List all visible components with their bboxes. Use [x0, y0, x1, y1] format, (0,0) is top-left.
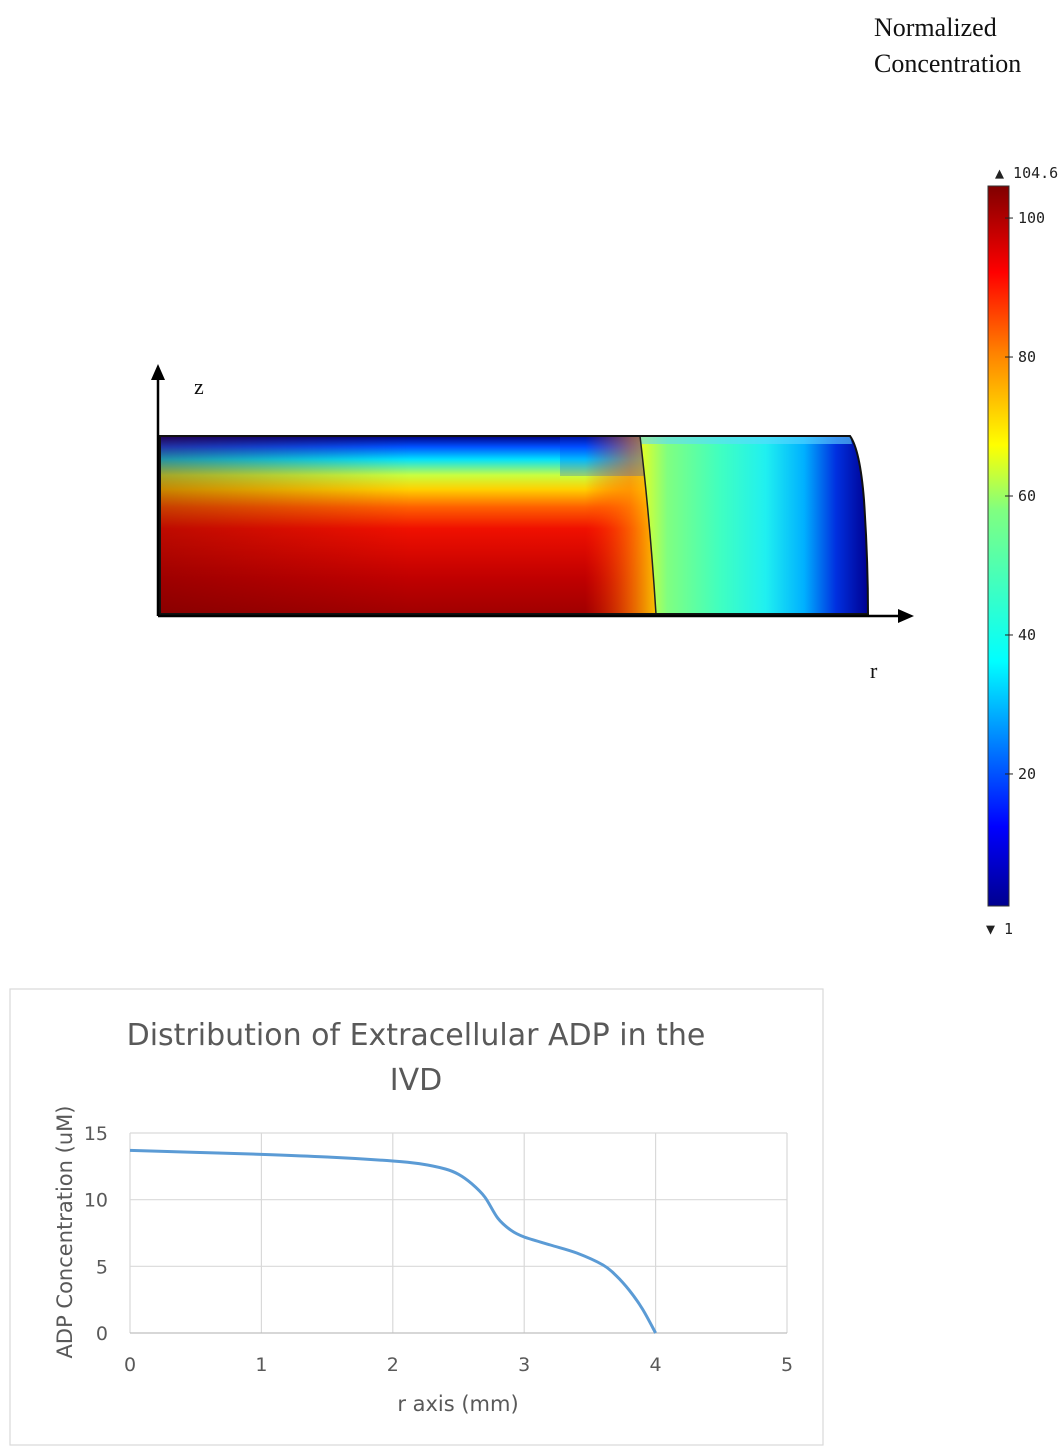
- x-tick-labels: 0 1 2 3 4 5: [124, 1354, 793, 1376]
- colorbar: Normalized Concentration ▲ 104.61 20 40 60…: [874, 13, 1059, 938]
- x-tick-label: 1: [255, 1354, 267, 1376]
- chart-gridlines: [129, 1132, 788, 1334]
- colorbar-title-line1: Normalized: [874, 13, 997, 42]
- colorbar-title-line2: Concentration: [874, 49, 1021, 78]
- x-tick-label: 0: [124, 1354, 136, 1376]
- y-tick-label: 15: [84, 1123, 108, 1145]
- disc-outline: [159, 435, 870, 615]
- chart-title-line2: IVD: [390, 1063, 442, 1098]
- colorbar-gradient: [987, 185, 1010, 907]
- z-axis-arrow-icon: [151, 364, 165, 380]
- colorbar-tick-label: 100: [1018, 209, 1045, 227]
- x-tick-label: 3: [518, 1354, 530, 1376]
- colorbar-tick-label: 20: [1018, 765, 1036, 783]
- y-tick-label: 0: [96, 1323, 108, 1345]
- region-boundary: [639, 435, 657, 615]
- x-axis-title: r axis (mm): [397, 1392, 518, 1416]
- nucleus-region: [160, 436, 656, 614]
- colorbar-tick-label: 40: [1018, 626, 1036, 644]
- disc-colormap: z r: [151, 364, 914, 683]
- r-axis-arrow-icon: [898, 609, 914, 623]
- z-axis-label: z: [194, 374, 204, 399]
- x-tick-label: 2: [387, 1354, 399, 1376]
- chart-title-line1: Distribution of Extracellular ADP in the: [127, 1018, 706, 1053]
- y-axis-title: ADP Concentration (uM): [53, 1106, 77, 1359]
- series-line-adp: [129, 1148, 657, 1334]
- colorbar-tick-label: 60: [1018, 487, 1036, 505]
- annulus-region: [640, 436, 868, 614]
- y-tick-label: 10: [84, 1190, 108, 1212]
- y-tick-labels: 0 5 10 15: [84, 1123, 108, 1345]
- line-chart: Distribution of Extracellular ADP in the…: [9, 988, 824, 1446]
- chart-frame: [9, 988, 824, 1446]
- y-tick-label: 5: [96, 1256, 108, 1278]
- colorbar-tick-label: 80: [1018, 348, 1036, 366]
- x-tick-label: 5: [781, 1354, 793, 1376]
- x-tick-label: 4: [650, 1354, 662, 1376]
- colorbar-min-label: ▼ 1: [986, 920, 1013, 938]
- colorbar-max-label: ▲ 104.61: [995, 164, 1059, 182]
- r-axis-label: r: [870, 658, 878, 683]
